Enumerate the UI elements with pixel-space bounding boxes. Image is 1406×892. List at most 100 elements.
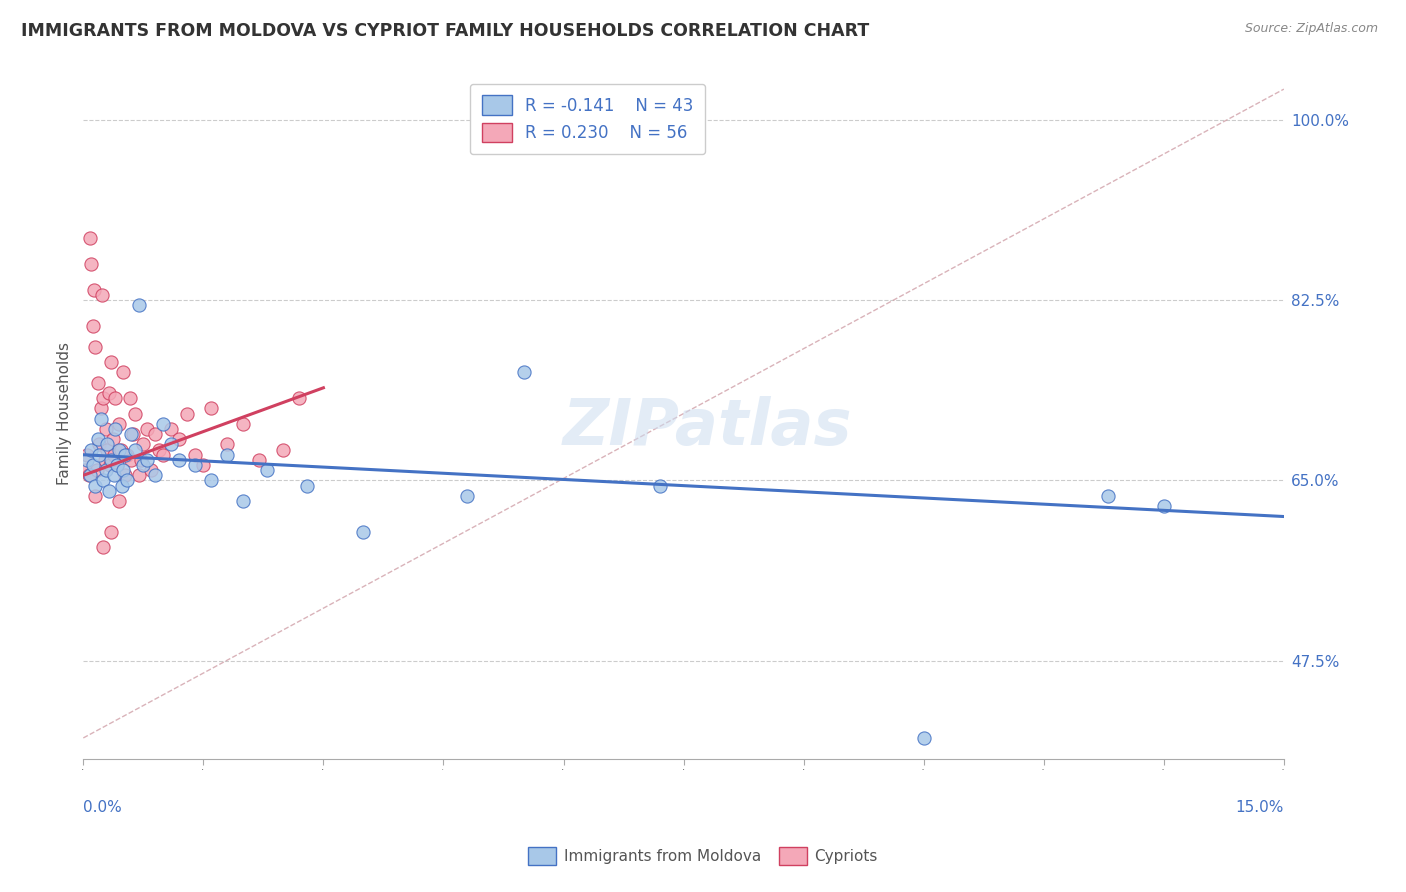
Point bbox=[104, 391, 127, 405]
Text: 15.0%: 15.0% bbox=[1236, 800, 1284, 814]
Point bbox=[89, 437, 111, 451]
Point bbox=[169, 432, 191, 446]
Point bbox=[80, 257, 103, 271]
Point bbox=[80, 442, 103, 457]
Point bbox=[132, 437, 155, 451]
Point bbox=[82, 458, 104, 472]
Point bbox=[120, 453, 142, 467]
Point bbox=[117, 474, 139, 488]
Legend: R = -0.141    N = 43, R = 0.230    N = 56: R = -0.141 N = 43, R = 0.230 N = 56 bbox=[470, 84, 704, 154]
Point bbox=[103, 448, 125, 462]
Point bbox=[90, 288, 112, 302]
Point bbox=[108, 494, 131, 508]
Point bbox=[122, 427, 145, 442]
Point bbox=[79, 468, 101, 483]
Point bbox=[176, 407, 198, 421]
Point bbox=[79, 231, 101, 245]
Point bbox=[77, 468, 100, 483]
Point bbox=[83, 283, 105, 297]
Text: ZIPatlas: ZIPatlas bbox=[562, 396, 852, 458]
Point bbox=[143, 468, 166, 483]
Point bbox=[94, 463, 117, 477]
Point bbox=[86, 432, 108, 446]
Point bbox=[152, 417, 174, 431]
Point bbox=[273, 442, 295, 457]
Text: Source: ZipAtlas.com: Source: ZipAtlas.com bbox=[1244, 22, 1378, 36]
Point bbox=[114, 468, 136, 483]
Point bbox=[118, 391, 141, 405]
Point bbox=[94, 422, 117, 436]
Point bbox=[1097, 489, 1119, 503]
Text: 0.0%: 0.0% bbox=[83, 800, 122, 814]
Point bbox=[128, 468, 150, 483]
Point bbox=[136, 422, 159, 436]
Point bbox=[232, 417, 254, 431]
Point bbox=[91, 474, 114, 488]
Point bbox=[288, 391, 311, 405]
Point bbox=[232, 494, 254, 508]
Point bbox=[129, 453, 152, 467]
Point bbox=[193, 458, 215, 472]
Point bbox=[124, 407, 146, 421]
Point bbox=[456, 489, 478, 503]
Point bbox=[94, 453, 117, 467]
Point bbox=[512, 365, 534, 379]
Point bbox=[132, 458, 155, 472]
Point bbox=[104, 422, 127, 436]
Point bbox=[100, 524, 122, 539]
Point bbox=[217, 437, 239, 451]
Point bbox=[76, 453, 98, 467]
Point bbox=[217, 448, 239, 462]
Point bbox=[105, 458, 128, 472]
Point bbox=[1153, 500, 1175, 514]
Point bbox=[91, 391, 114, 405]
Point bbox=[86, 463, 108, 477]
Point bbox=[89, 448, 111, 462]
Point bbox=[100, 453, 122, 467]
Point bbox=[96, 437, 118, 451]
Point bbox=[648, 478, 671, 492]
Point bbox=[143, 427, 166, 442]
Point bbox=[114, 448, 136, 462]
Point bbox=[91, 541, 114, 555]
Point bbox=[128, 298, 150, 312]
Point bbox=[136, 453, 159, 467]
Point bbox=[200, 474, 222, 488]
Point bbox=[103, 468, 125, 483]
Point bbox=[98, 458, 121, 472]
Point bbox=[84, 340, 107, 354]
Point bbox=[82, 318, 104, 333]
Point bbox=[84, 489, 107, 503]
Point bbox=[105, 458, 128, 472]
Point bbox=[352, 524, 374, 539]
Point bbox=[141, 463, 163, 477]
Point bbox=[912, 731, 935, 745]
Point bbox=[169, 453, 191, 467]
Point bbox=[86, 376, 108, 390]
Point bbox=[112, 463, 135, 477]
Point bbox=[96, 442, 118, 457]
Point bbox=[90, 411, 112, 425]
Point bbox=[160, 437, 183, 451]
Point bbox=[112, 365, 135, 379]
Y-axis label: Family Households: Family Households bbox=[58, 342, 72, 485]
Point bbox=[90, 401, 112, 416]
Point bbox=[100, 355, 122, 369]
Point bbox=[148, 442, 170, 457]
Point bbox=[160, 422, 183, 436]
Point bbox=[76, 448, 98, 462]
Point bbox=[101, 432, 124, 446]
Point bbox=[108, 442, 131, 457]
Point bbox=[124, 442, 146, 457]
Point bbox=[184, 458, 207, 472]
Point bbox=[97, 483, 120, 498]
Point bbox=[297, 478, 319, 492]
Point bbox=[152, 448, 174, 462]
Point bbox=[200, 401, 222, 416]
Legend: Immigrants from Moldova, Cypriots: Immigrants from Moldova, Cypriots bbox=[522, 841, 884, 871]
Point bbox=[120, 427, 142, 442]
Point bbox=[97, 386, 120, 401]
Point bbox=[117, 448, 139, 462]
Point bbox=[256, 463, 278, 477]
Point bbox=[184, 448, 207, 462]
